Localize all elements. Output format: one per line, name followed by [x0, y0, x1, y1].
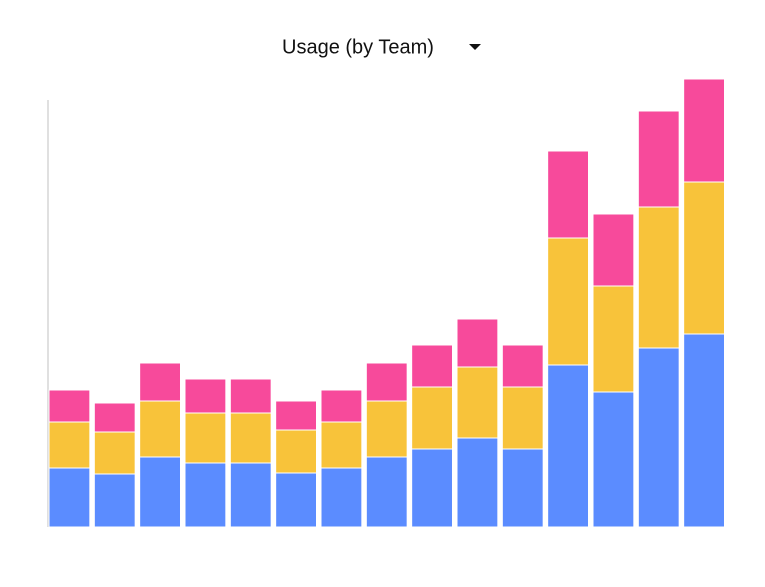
bar-segment [139, 362, 182, 402]
bar-segment [637, 110, 680, 208]
bar-segment [275, 429, 317, 474]
bar-segment [547, 150, 590, 239]
bar-segment [547, 237, 590, 366]
bar-segment [365, 400, 408, 458]
bar-segment [683, 181, 726, 335]
bar-segment [411, 344, 453, 388]
bar-segment [48, 421, 91, 469]
bar-segment [411, 386, 453, 450]
bar-segment [365, 456, 408, 528]
bar-segment [592, 391, 635, 528]
bar-segment [365, 362, 408, 402]
bar-segment [592, 285, 635, 393]
bar-segment [229, 378, 272, 414]
chart-title[interactable]: Usage (by Team) [282, 36, 434, 58]
bar-segment [229, 412, 272, 464]
bar-segment [93, 473, 136, 528]
bar-segment [139, 456, 182, 528]
bar-segment [48, 389, 91, 423]
title-dropdown[interactable]: Usage (by Team) [282, 36, 481, 58]
bar-segment [139, 400, 182, 458]
bar-segment [320, 389, 363, 423]
bar-segment [637, 347, 680, 528]
bar-segment [184, 462, 227, 528]
bar-segment [592, 213, 635, 287]
bar-segment [93, 431, 136, 475]
bar-segment [683, 78, 726, 183]
bar-segment [501, 344, 544, 388]
bar-segment [275, 472, 317, 528]
bar-segment [320, 467, 363, 528]
bar-segment [637, 206, 680, 349]
bar-segment [93, 402, 136, 433]
bar-segment [456, 318, 499, 368]
bar-segment [275, 400, 317, 431]
bar-segment [411, 448, 453, 528]
bar-segment [456, 437, 499, 528]
bar-segment [184, 378, 227, 414]
bar-segment [229, 462, 272, 528]
bar-segment [547, 364, 590, 528]
bar-segment [184, 412, 227, 464]
bar-segment [501, 386, 544, 450]
bar-segment [683, 333, 726, 528]
bar-segment [501, 448, 544, 528]
bar-segment [456, 366, 499, 439]
dropdown-arrow[interactable] [469, 44, 481, 50]
bar-segment [320, 421, 363, 469]
bar-segment [48, 467, 91, 528]
